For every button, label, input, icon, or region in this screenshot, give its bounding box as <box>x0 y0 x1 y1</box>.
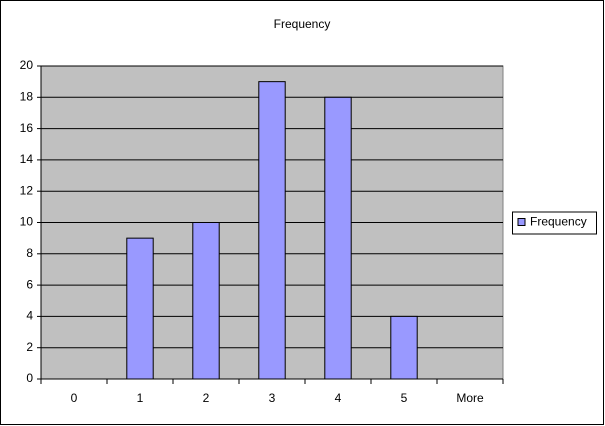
legend-label: Frequency <box>530 215 587 229</box>
bar <box>324 96 352 380</box>
legend-box <box>512 211 597 235</box>
bar <box>390 315 418 380</box>
x-tick-label: 0 <box>71 391 78 405</box>
legend-swatch <box>517 218 526 226</box>
y-tick-label: 10 <box>20 215 34 229</box>
y-tick-label: 12 <box>20 183 34 197</box>
x-tick-label: More <box>456 391 484 405</box>
y-tick-label: 6 <box>26 277 33 291</box>
x-tick-label: 5 <box>401 391 408 405</box>
x-tick-label: 3 <box>269 391 276 405</box>
x-tick-label: 1 <box>137 391 144 405</box>
y-tick-label: 8 <box>26 246 33 260</box>
y-tick-label: 20 <box>20 58 34 72</box>
y-tick-label: 0 <box>26 371 33 385</box>
y-tick-label: 2 <box>26 340 33 354</box>
x-tick-label: 2 <box>203 391 210 405</box>
bar <box>126 237 154 380</box>
chart-title: Frequency <box>274 17 331 31</box>
y-tick-label: 16 <box>20 121 34 135</box>
y-tick-label: 4 <box>26 309 33 323</box>
x-tick-label: 4 <box>335 391 342 405</box>
bar <box>258 81 286 380</box>
y-tick-label: 18 <box>20 89 34 103</box>
bar <box>192 222 220 380</box>
y-tick-label: 14 <box>20 152 34 166</box>
